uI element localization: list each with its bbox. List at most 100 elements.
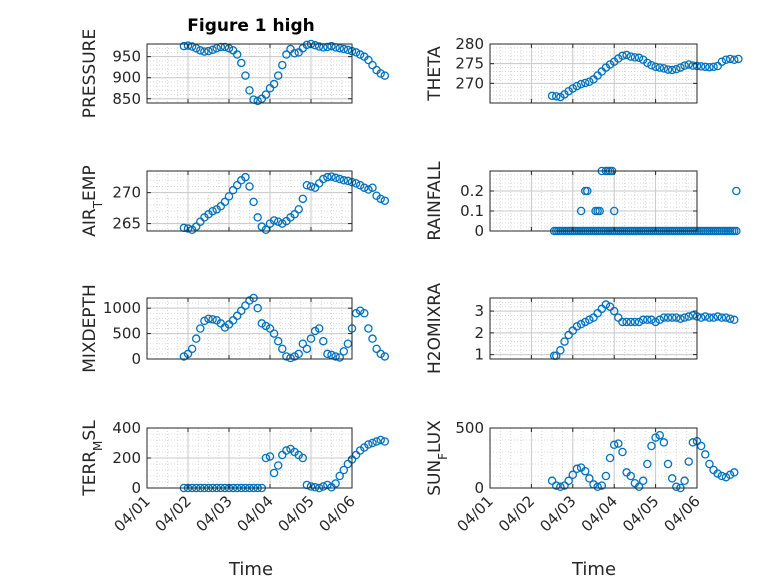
data-point xyxy=(368,334,377,343)
data-point xyxy=(360,183,369,192)
data-point xyxy=(187,344,197,354)
data-point xyxy=(585,315,594,325)
data-point xyxy=(196,324,205,333)
data-point xyxy=(265,452,275,461)
data-point xyxy=(331,352,340,361)
data-point xyxy=(659,313,669,322)
data-point xyxy=(655,315,664,325)
data-point xyxy=(200,47,209,56)
y-tick-label: 0 xyxy=(474,479,484,497)
data-point xyxy=(273,336,283,346)
y-axis-label-4: MIXDEPTH xyxy=(80,284,100,373)
data-point xyxy=(663,313,673,322)
data-point xyxy=(380,437,390,446)
data-point xyxy=(655,430,664,440)
data-point xyxy=(331,479,340,488)
axes-box xyxy=(146,170,353,232)
y-tick-label: 0 xyxy=(474,222,484,240)
data-point xyxy=(232,311,242,321)
data-point xyxy=(364,55,373,65)
data-point xyxy=(618,51,627,61)
subplot-rainfall: 0 0.1 0.2 RAINFALL xyxy=(425,161,741,241)
y-tick-label: 1000 xyxy=(103,299,141,317)
data-point xyxy=(672,64,681,74)
data-point xyxy=(634,317,644,327)
data-point xyxy=(647,60,656,70)
y-tick-label: 270 xyxy=(455,74,484,92)
data-point xyxy=(364,440,373,449)
data-point xyxy=(730,315,739,325)
data-point xyxy=(696,62,706,71)
data-point xyxy=(376,69,385,78)
data-point xyxy=(730,55,739,64)
data-point xyxy=(212,43,221,53)
data-point xyxy=(705,459,714,469)
x-tick-label: 04/05 xyxy=(275,492,318,535)
y-axis-label-3: RAINFALL xyxy=(425,161,445,241)
data-point xyxy=(730,468,739,477)
data-point xyxy=(355,50,365,59)
data-point xyxy=(200,316,209,326)
x-tick-label: 04/04 xyxy=(234,492,277,535)
data-point xyxy=(643,315,652,325)
data-point xyxy=(680,476,689,486)
data-point xyxy=(684,312,693,321)
data-point xyxy=(659,438,669,447)
data-point xyxy=(725,54,735,64)
data-point xyxy=(232,50,242,59)
data-point xyxy=(684,457,693,466)
axes-box xyxy=(489,43,698,104)
data-point xyxy=(547,476,557,486)
data-point xyxy=(302,344,312,354)
y-tick-label: 270 xyxy=(112,184,141,202)
data-point xyxy=(609,440,619,450)
data-point xyxy=(220,42,230,52)
data-point xyxy=(298,453,308,463)
y-tick-label: 1 xyxy=(474,346,484,364)
data-point xyxy=(638,315,648,325)
data-point xyxy=(327,41,336,51)
data-point xyxy=(717,57,727,66)
y-tick-label: 275 xyxy=(455,55,484,73)
data-point xyxy=(580,317,590,327)
data-point xyxy=(680,61,689,70)
data-point xyxy=(241,71,250,80)
data-point xyxy=(622,50,631,60)
x-tick-label: 04/02 xyxy=(495,492,538,535)
x-axis-label-left: Time xyxy=(228,559,273,580)
data-point xyxy=(372,344,381,354)
y-axis-label-1: THETA xyxy=(425,46,445,102)
y-tick-label: 280 xyxy=(455,35,484,53)
data-point xyxy=(208,206,217,216)
data-point xyxy=(709,62,718,72)
data-point xyxy=(551,481,561,490)
data-point xyxy=(196,46,205,55)
data-point xyxy=(335,43,344,53)
data-point xyxy=(634,482,644,492)
data-point xyxy=(626,317,636,327)
data-point xyxy=(368,183,377,192)
data-point xyxy=(593,482,602,492)
data-point xyxy=(335,353,344,362)
data-point xyxy=(580,78,590,88)
data-point xyxy=(630,53,640,62)
data-point xyxy=(680,313,689,322)
plot-area xyxy=(490,44,697,103)
data-point xyxy=(647,441,656,451)
data-point xyxy=(725,314,735,323)
data-point xyxy=(601,300,611,309)
data-point xyxy=(630,317,640,327)
data-point xyxy=(232,180,242,190)
data-point xyxy=(376,435,385,445)
data-point xyxy=(583,186,592,196)
data-point xyxy=(376,194,385,204)
data-point xyxy=(368,438,377,448)
data-point xyxy=(576,206,586,216)
data-point xyxy=(732,226,741,236)
data-point xyxy=(663,65,673,74)
data-point xyxy=(204,46,213,56)
data-point xyxy=(319,174,328,184)
